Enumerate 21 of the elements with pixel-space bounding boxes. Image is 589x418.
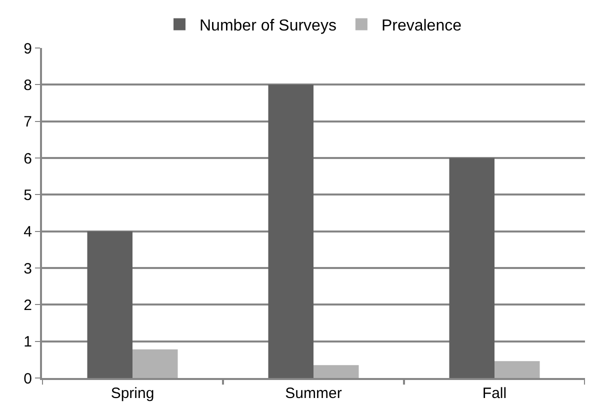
- bar: [87, 231, 132, 378]
- y-tick-label: 6: [24, 150, 32, 168]
- y-tick-label: 2: [24, 296, 32, 314]
- y-tick-label: 4: [24, 224, 32, 241]
- legend-label: Number of Surveys: [200, 18, 336, 35]
- bar: [132, 349, 178, 378]
- y-tick-label: 0: [24, 370, 32, 388]
- x-tick-label: Summer: [285, 385, 342, 402]
- bar: [268, 84, 314, 378]
- legend-label: Prevalence: [381, 18, 462, 35]
- y-tick-label: 7: [24, 114, 32, 131]
- bar: [449, 158, 494, 378]
- bar: [314, 365, 359, 378]
- y-tick-label: 1: [24, 334, 32, 351]
- y-tick-label: 5: [24, 186, 32, 204]
- x-tick-label: Spring: [110, 385, 154, 402]
- y-tick-label: 3: [24, 260, 32, 278]
- y-tick-label: 9: [24, 40, 32, 58]
- x-tick-label: Fall: [482, 385, 507, 402]
- y-tick-label: 8: [24, 76, 32, 94]
- bar: [494, 361, 540, 378]
